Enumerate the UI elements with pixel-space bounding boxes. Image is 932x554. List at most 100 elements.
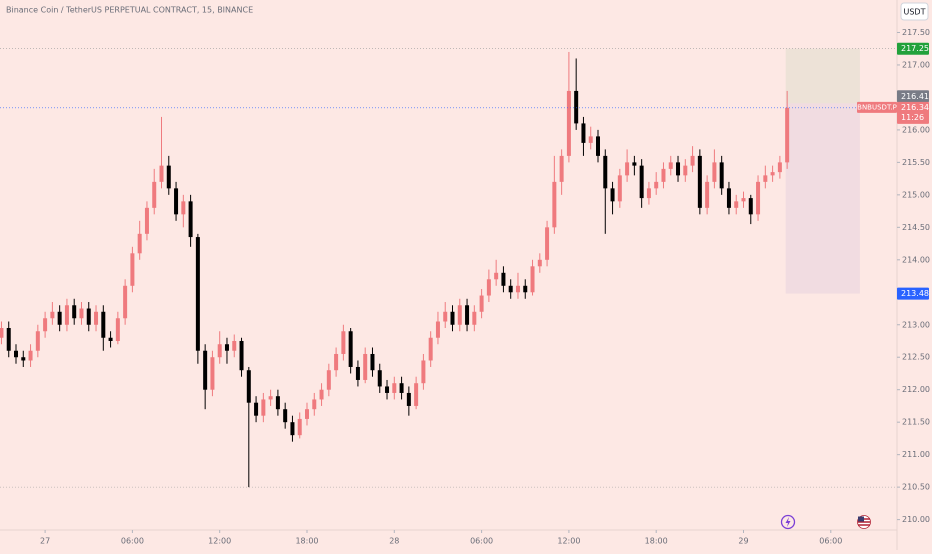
currency-label[interactable]: USDT: [904, 8, 926, 17]
stop-zone: [785, 103, 860, 294]
candle-body: [268, 396, 273, 400]
alert-icon[interactable]: [780, 514, 796, 530]
price-tag-value: 216.34: [901, 103, 929, 112]
price-tag-box: [897, 101, 929, 124]
y-tick-label: 210.00: [902, 515, 930, 524]
y-tick-label: 217.50: [902, 28, 930, 37]
candle-body: [319, 389, 324, 400]
level-label: 216.41: [901, 92, 929, 101]
candle-body: [35, 331, 40, 351]
candle-body: [370, 353, 375, 371]
candle-body: [756, 181, 761, 215]
candle-body: [770, 172, 775, 176]
candle-body: [385, 386, 390, 393]
candle-body: [392, 383, 397, 393]
icon-canton: [858, 516, 864, 522]
candle-body: [777, 162, 782, 173]
candle-body: [254, 402, 259, 416]
candle-body: [64, 305, 69, 325]
candle-body: [603, 155, 608, 189]
level-label-box: [897, 90, 929, 103]
candle-body: [188, 201, 193, 238]
symbol-tag: BNBUSDT.P: [857, 103, 897, 111]
candle-body: [57, 311, 62, 325]
icon-ring: [780, 514, 796, 530]
plot: [0, 48, 897, 488]
x-tick-label: 18:00: [645, 537, 668, 546]
x-tick-label: 06:00: [470, 537, 493, 546]
level-label: 213.48: [901, 289, 929, 298]
candle-body: [108, 337, 113, 341]
candle-body: [377, 370, 382, 387]
level-label: 217.25: [901, 44, 929, 53]
candle-body: [574, 90, 579, 124]
candle-body: [297, 418, 302, 436]
candle-body: [581, 123, 586, 143]
candle-body: [646, 188, 651, 199]
candle-body: [763, 175, 768, 182]
candle-body: [334, 353, 339, 371]
candle-body: [210, 357, 215, 390]
candle-body: [508, 285, 513, 293]
candle-body: [137, 233, 142, 254]
candle-body: [705, 181, 710, 208]
flag-icon[interactable]: [857, 515, 871, 529]
candle-body: [450, 311, 455, 325]
candle-body: [639, 165, 644, 199]
candle-body: [435, 321, 440, 338]
candle-body: [676, 162, 681, 176]
candle-body: [726, 188, 731, 208]
candle-body: [734, 201, 739, 208]
candle-body: [479, 295, 484, 312]
chart-title: Binance Coin / TetherUS PERPETUAL CONTRA…: [6, 6, 253, 15]
candle-body: [14, 350, 19, 358]
y-tick-label: 215.00: [902, 190, 930, 199]
candle-body: [785, 107, 790, 163]
candle-body: [399, 383, 404, 393]
candle-body: [181, 201, 186, 215]
candle-body: [559, 155, 564, 182]
y-tick-label: 212.50: [902, 353, 930, 362]
candle-body: [144, 207, 149, 234]
candle-body: [341, 331, 346, 354]
candle-body: [232, 340, 237, 351]
candle-body: [239, 340, 244, 371]
candle-body: [94, 311, 99, 325]
candle-body: [152, 181, 157, 208]
y-tick-label: 211.00: [902, 450, 930, 459]
candle-body: [305, 409, 310, 419]
candle-body: [0, 328, 4, 338]
icon-bolt: [785, 517, 791, 527]
y-tick-label: 212.00: [902, 385, 930, 394]
y-tick-label: 215.50: [902, 158, 930, 167]
candle-body: [465, 305, 470, 325]
candle-body: [86, 308, 91, 325]
candle-body: [159, 165, 164, 182]
candle-body: [43, 318, 48, 332]
candle-body: [246, 370, 251, 403]
candle-body: [115, 318, 120, 341]
candle-body: [719, 162, 724, 189]
candle-body: [428, 337, 433, 361]
candle-body: [486, 279, 491, 296]
candle-body: [50, 311, 55, 319]
x-tick-label: 28: [389, 537, 399, 546]
candle-body: [217, 344, 222, 358]
level-label-box: [897, 42, 929, 55]
y-tick-label: 214.50: [902, 223, 930, 232]
candle-body: [203, 350, 208, 390]
candle-body: [406, 392, 411, 406]
candle-body: [690, 155, 695, 166]
currency-button[interactable]: [900, 2, 929, 21]
y-tick-label: 216.00: [902, 125, 930, 134]
candle-body: [552, 181, 557, 228]
y-tick-label: 217.00: [902, 60, 930, 69]
candle-body: [625, 162, 630, 176]
x-tick-label: 12:00: [557, 537, 580, 546]
candle-body: [421, 360, 426, 384]
candle-body: [283, 409, 288, 423]
x-tick-label: 12:00: [208, 537, 231, 546]
candle-body: [748, 198, 753, 215]
candle-body: [741, 198, 746, 202]
